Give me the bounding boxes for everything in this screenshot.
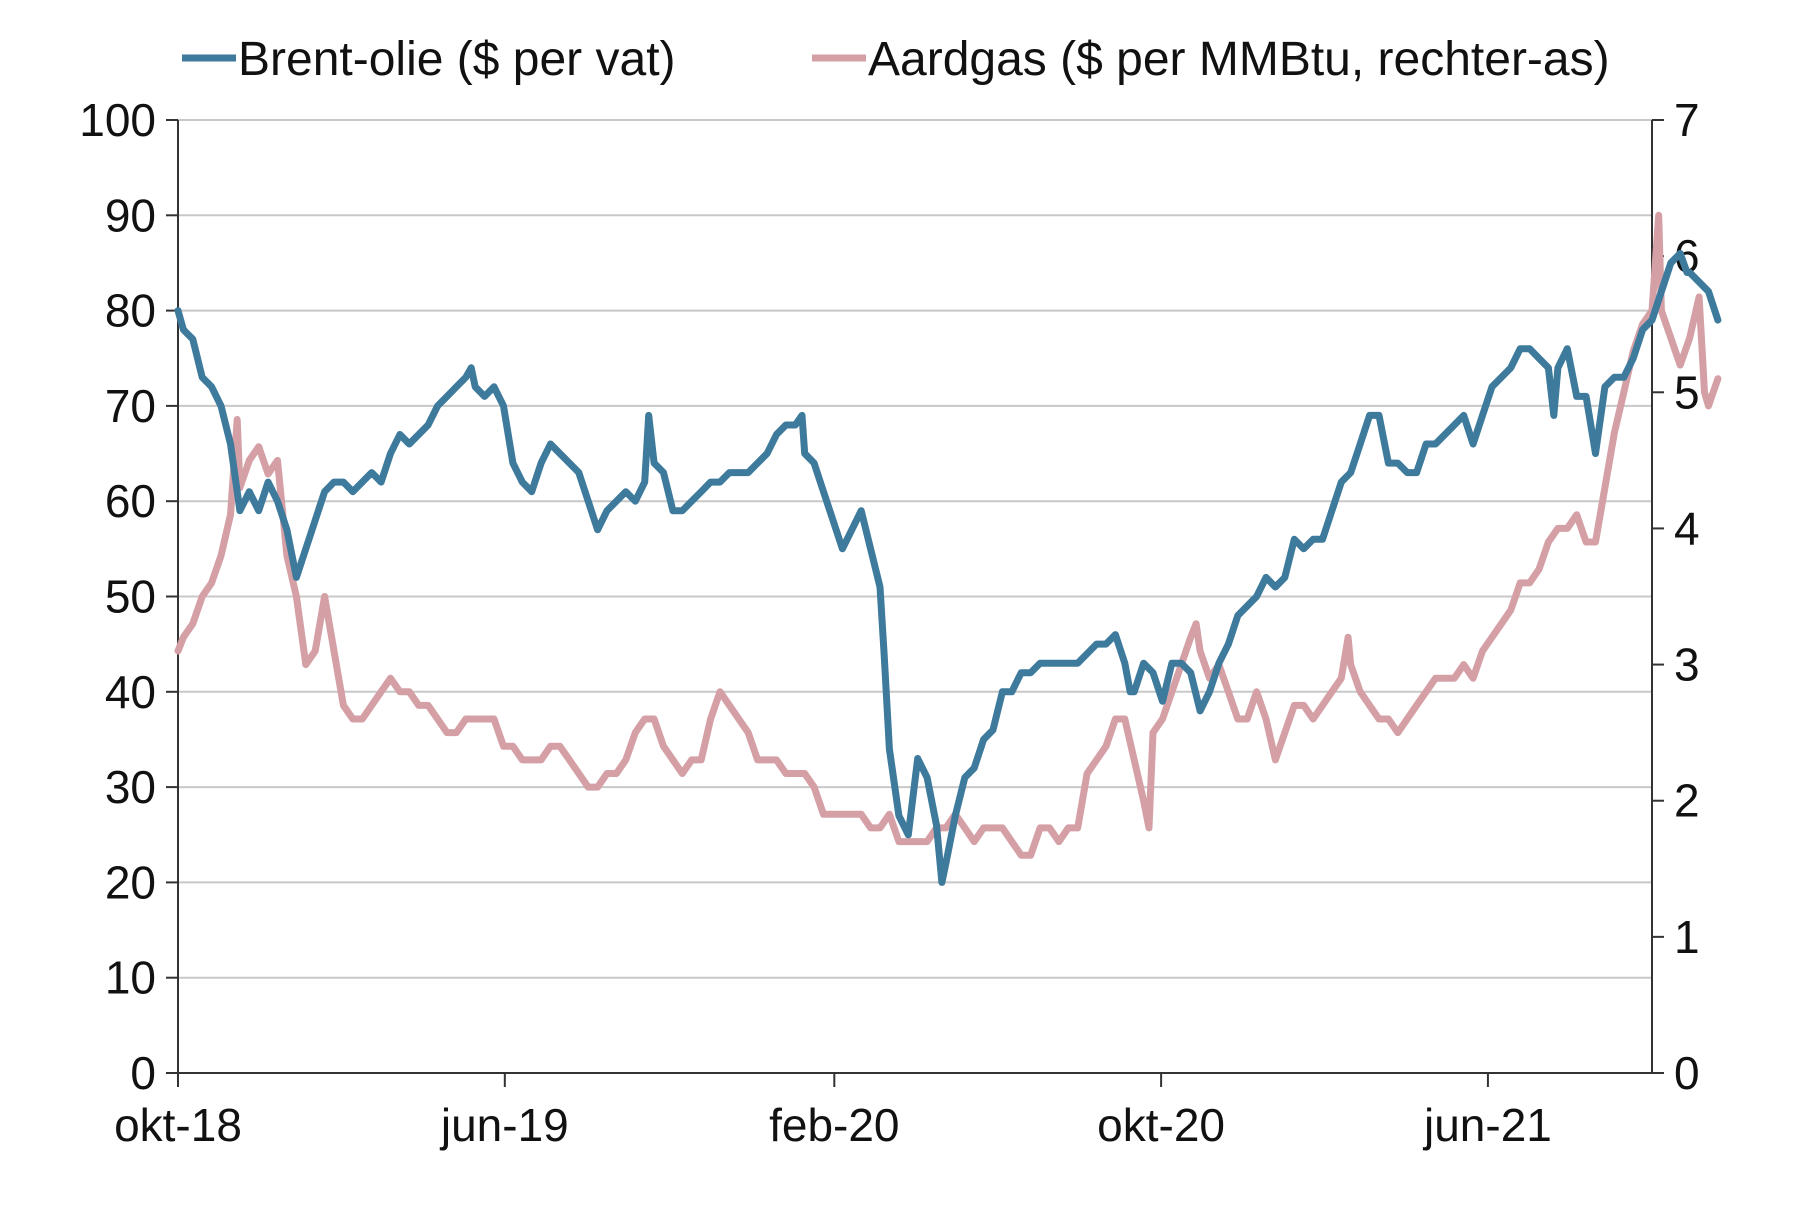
y2-tick-label: 5	[1674, 366, 1700, 418]
y2-tick-label: 4	[1674, 502, 1700, 554]
y-tick-label: 80	[105, 285, 156, 337]
y-tick-label: 40	[105, 666, 156, 718]
legend-item-brent[interactable]: Brent-olie ($ per vat)	[182, 33, 676, 86]
legend: Brent-olie ($ per vat) Aardgas ($ per MM…	[182, 33, 1610, 86]
y2-tick-label: 7	[1674, 94, 1700, 146]
x-tick-label: jun-19	[439, 1099, 569, 1151]
legend-label-aardgas: Aardgas ($ per MMBtu, rechter-as)	[868, 33, 1610, 86]
y-tick-label: 100	[79, 94, 156, 146]
y-tick-label: 20	[105, 856, 156, 908]
y-tick-label: 70	[105, 380, 156, 432]
y-tick-label: 90	[105, 189, 156, 241]
y-tick-label: 30	[105, 761, 156, 813]
series-line-brent	[174, 249, 1722, 886]
y2-tick-label: 2	[1674, 775, 1700, 827]
x-tick-label: okt-20	[1097, 1099, 1225, 1151]
series-layer	[174, 211, 1722, 886]
y-tick-label: 60	[105, 475, 156, 527]
y2-tick-label: 3	[1674, 639, 1700, 691]
legend-item-aardgas[interactable]: Aardgas ($ per MMBtu, rechter-as)	[812, 33, 1610, 86]
y-tick-label: 50	[105, 571, 156, 623]
y-axis-left: 0 10 20 30 40 50 60 70 80 90 100	[79, 94, 178, 1099]
y-tick-label: 0	[130, 1047, 156, 1099]
series-line-aardgas	[174, 211, 1722, 859]
y2-tick-label: 1	[1674, 911, 1700, 963]
gridlines	[178, 119, 1652, 979]
x-axis: okt-18 jun-19 feb-20 okt-20 jun-21	[114, 1073, 1552, 1151]
x-tick-label: jun-21	[1422, 1099, 1552, 1151]
legend-label-brent: Brent-olie ($ per vat)	[238, 33, 676, 86]
x-tick-label: feb-20	[769, 1099, 899, 1151]
x-tick-label: okt-18	[114, 1099, 242, 1151]
y-tick-label: 10	[105, 952, 156, 1004]
y2-tick-label: 0	[1674, 1047, 1700, 1099]
